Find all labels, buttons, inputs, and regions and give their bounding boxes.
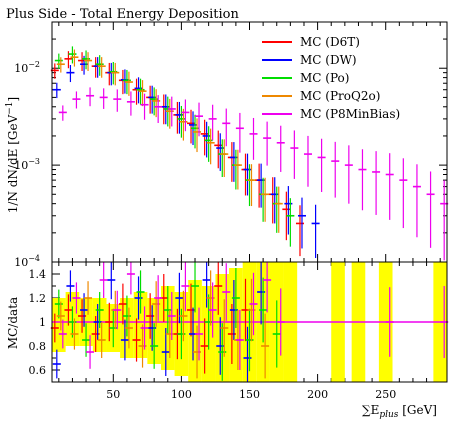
main-panel-marks — [50, 46, 449, 261]
legend-label-p8minbias: MC (P8MinBias) — [300, 107, 400, 121]
series-p8minbias — [58, 262, 449, 370]
main-y-tick-label: 10−3 — [14, 157, 40, 172]
series-p8minbias — [58, 87, 449, 261]
ratio-y-tick-label: 1.2 — [29, 292, 47, 305]
legend-label-dw: MC (DW) — [300, 53, 357, 67]
main-y-axis-ticks: 10−210−310−4 — [14, 21, 447, 269]
main-y-tick-label-base: 10 — [14, 62, 28, 75]
main-y-axis-label-exponent: −1 — [5, 101, 15, 114]
x-tick-label: 150 — [239, 388, 260, 401]
main-y-tick-label-exponent: −3 — [28, 157, 40, 166]
legend-label-po: MC (Po) — [300, 71, 349, 85]
series-d6t — [50, 262, 250, 374]
main-y-tick-label: 10−4 — [14, 254, 40, 269]
series-d6t — [50, 51, 304, 257]
main-y-tick-label-base: 10 — [14, 159, 28, 172]
series-po — [54, 262, 281, 381]
legend-label-proq20: MC (ProQ2o) — [300, 89, 380, 103]
ratio-y-tick-label: 1.4 — [29, 268, 47, 281]
main-y-axis-label-text: 1/N dN/dE [GeV — [6, 114, 20, 213]
legend: MC (D6T) MC (DW) MC (Po) MC (ProQ2o) MC (P8M… — [262, 35, 400, 121]
x-tick-label: 200 — [307, 388, 328, 401]
ratio-y-tick-label: 1 — [39, 316, 46, 329]
ratio-y-tick-label: 0.6 — [29, 364, 47, 377]
x-axis-label: ∑Eplus [GeV] — [362, 403, 437, 420]
ratio-y-axis-label: MC/data — [6, 297, 20, 349]
main-y-tick-label: 10−2 — [14, 60, 40, 75]
x-axis-label-unit: [GeV] — [398, 403, 437, 417]
series-proq20 — [56, 49, 283, 233]
x-tick-label: 50 — [106, 388, 120, 401]
main-panel-frame — [51, 21, 448, 263]
main-y-axis-label-end: ] — [6, 97, 20, 102]
legend-label-d6t: MC (D6T) — [300, 35, 360, 49]
main-y-tick-label-base: 10 — [14, 256, 28, 269]
x-axis-label-main: ∑E — [362, 403, 379, 417]
ratio-panel-marks — [50, 262, 449, 382]
main-y-axis-label: 1/N dN/dE [GeV−1] — [5, 97, 20, 213]
main-y-tick-label-exponent: −2 — [28, 60, 40, 69]
series-po — [54, 46, 295, 247]
chart-title: Plus Side - Total Energy Deposition — [6, 7, 239, 22]
x-tick-label: 100 — [171, 388, 192, 401]
series-dw — [52, 262, 266, 382]
ratio-panel-frame — [51, 261, 448, 383]
x-tick-label: 250 — [375, 388, 396, 401]
main-y-tick-label-exponent: −4 — [28, 254, 40, 263]
ratio-y-tick-label: 0.8 — [29, 340, 47, 353]
x-axis-label-subscript: plus — [379, 410, 398, 420]
series-dw — [52, 55, 320, 258]
